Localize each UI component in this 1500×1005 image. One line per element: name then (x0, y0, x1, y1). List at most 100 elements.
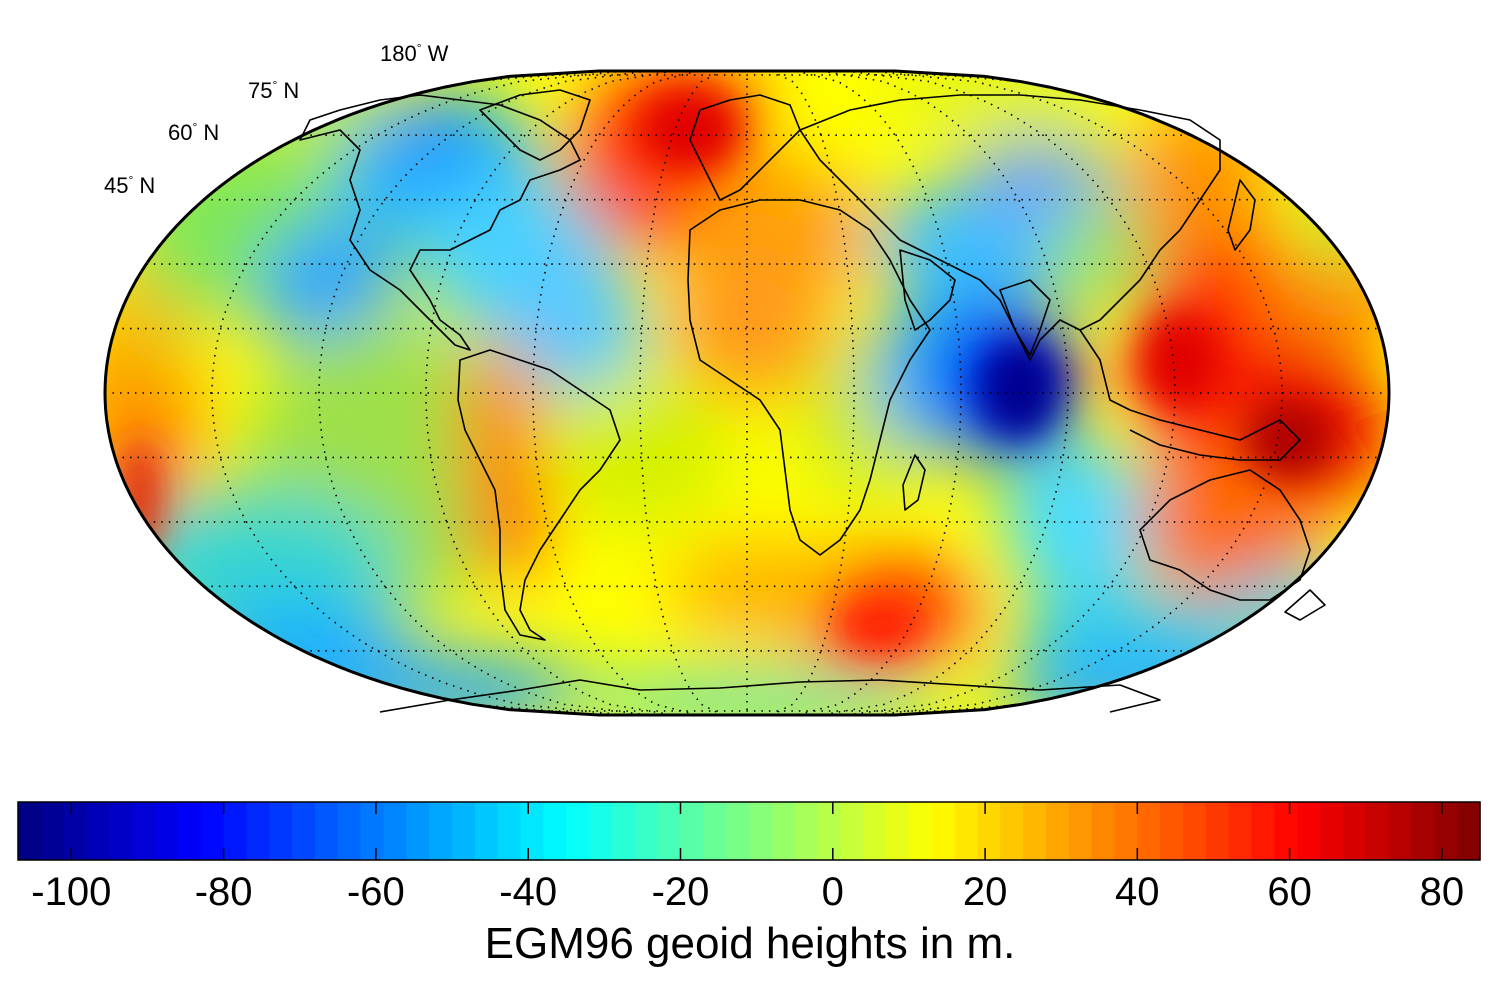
colorbar-cell (132, 802, 156, 860)
colorbar-cell (1205, 802, 1230, 860)
colorbar-cell (86, 802, 110, 860)
colorbar-tick-label: 80 (1419, 870, 1465, 914)
colorbar-cell (452, 802, 476, 860)
colorbar-cell (1297, 802, 1321, 860)
colorbar-cell (246, 802, 270, 860)
label-45-n: 45° N (104, 173, 156, 198)
coast-north-america (299, 94, 581, 351)
colorbar-cell (657, 802, 682, 860)
colorbar-cell (589, 802, 613, 860)
colorbar-cell (794, 802, 819, 860)
colorbar-cell (726, 802, 750, 860)
colorbar-cell (406, 802, 430, 860)
graticule-meridian (318, 70, 649, 716)
coast-australia (1139, 469, 1311, 601)
graticule-meridian (845, 70, 1176, 716)
colorbar-cell (155, 802, 179, 860)
coast-india (999, 279, 1051, 356)
coast-europe (689, 94, 801, 201)
colorbar-cell (40, 802, 65, 860)
colorbar-cell (474, 802, 499, 860)
colorbar-cell (383, 802, 407, 860)
colorbar-cell (611, 802, 636, 860)
colorbar-ticks (70, 802, 1443, 860)
colorbar-cell (292, 802, 316, 860)
colorbar-cell (1045, 802, 1070, 860)
colorbar-tick-label: -60 (346, 870, 405, 914)
field-blobs-core (120, 90, 1335, 655)
coast-madagascar (902, 454, 926, 511)
graticule-meridian (211, 70, 624, 716)
colorbar-cell (314, 802, 339, 860)
colorbar-cell (1228, 802, 1253, 860)
colorbar-cell (497, 802, 522, 860)
colorbar-cell (1434, 802, 1458, 860)
colorbar-cell (771, 802, 796, 860)
colorbar-cell (680, 802, 704, 860)
colorbar-cell (543, 802, 567, 860)
colorbar-cell (429, 802, 453, 860)
colorbar-cell (634, 802, 659, 860)
colorbar-tick-label: 0 (821, 870, 844, 914)
graticule-meridian (771, 70, 855, 716)
colorbar-tick-label: 60 (1267, 870, 1312, 914)
graticule-meridian (870, 70, 1283, 716)
map-frame (103, 69, 1391, 717)
coast-arabia (899, 249, 956, 331)
colorbar-cell (223, 802, 248, 860)
coast-se-asia (1079, 329, 1301, 461)
colorbar-tick-label: 20 (962, 870, 1008, 914)
colorbar-cell (703, 802, 727, 860)
coast-japan (1227, 179, 1256, 251)
colorbar-cell (109, 802, 133, 860)
coast-new-zealand (1284, 589, 1326, 621)
colorbar-cell (863, 802, 887, 860)
colorbar-tick-label: -100 (31, 870, 112, 914)
colorbar-cell (1068, 802, 1093, 860)
graticule (104, 70, 1390, 716)
colorbar (17, 801, 1481, 861)
graticule-meridian (425, 70, 674, 716)
colorbar-tick-label: 40 (1115, 870, 1160, 914)
coast-greenland (479, 89, 591, 161)
colorbar-cell (1457, 802, 1481, 860)
colorbar-cell (908, 802, 933, 860)
colorbar-cell (1160, 802, 1184, 860)
colorbar-cell (566, 802, 590, 860)
colorbar-cell (840, 802, 864, 860)
colorbar-cell (1274, 802, 1298, 860)
graticule-meridian (639, 70, 723, 716)
label-60-n: 60° N (168, 120, 220, 145)
colorbar-cell (1411, 802, 1435, 860)
geoid-field (105, 71, 1389, 715)
colorbar-cell (886, 802, 910, 860)
colorbar-cell (63, 802, 88, 860)
colorbar-cell (1342, 802, 1367, 860)
label-180-w: 180° W (380, 41, 449, 66)
field-blobs-broad (105, 71, 1389, 715)
label-75-n: 75° N (248, 78, 300, 103)
colorbar-cell (1251, 802, 1275, 860)
colorbar-cell (18, 802, 42, 860)
coastlines (299, 89, 1326, 713)
colorbar-frame (17, 801, 1481, 861)
colorbar-cell (1023, 802, 1047, 860)
colorbar-tick-label: -20 (651, 870, 710, 914)
colorbar-tick-label: -80 (194, 870, 253, 914)
colorbar-cells (18, 802, 1481, 860)
colorbar-cell (817, 802, 841, 860)
colorbar-cell (177, 802, 202, 860)
colorbar-cell (269, 802, 293, 860)
colorbar-cell (977, 802, 1001, 860)
coast-asia (799, 94, 1221, 361)
colorbar-cell (200, 802, 225, 860)
graticule-meridian (820, 70, 1069, 716)
colorbar-title: EGM96 geoid heights in m. (484, 919, 1016, 968)
colorbar-cell (1091, 802, 1116, 860)
colorbar-cell (749, 802, 773, 860)
colorbar-cell (1365, 802, 1390, 860)
coast-africa (687, 199, 931, 556)
colorbar-cell (1137, 802, 1161, 860)
